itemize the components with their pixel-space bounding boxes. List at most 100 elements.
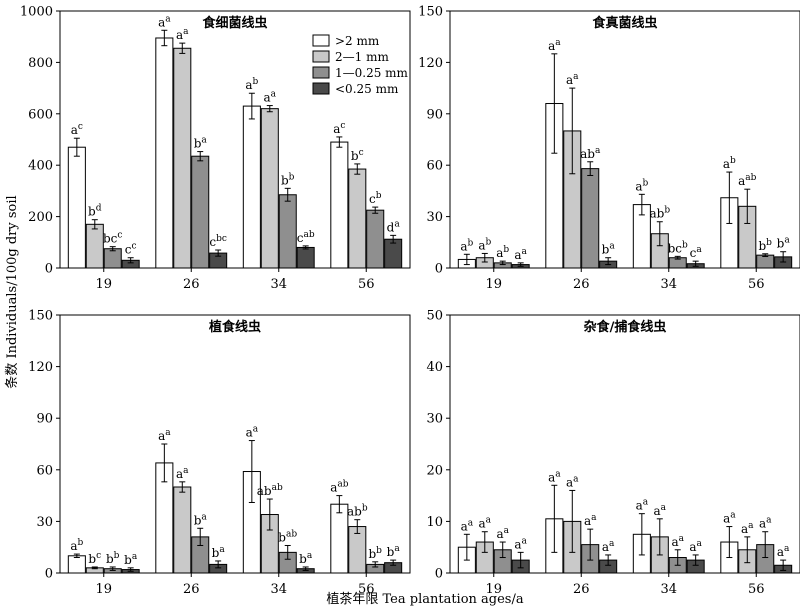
significance-label: bb <box>368 546 382 561</box>
plot-frame <box>59 314 411 574</box>
x-tick-label: 34 <box>270 277 287 292</box>
bar <box>260 108 279 269</box>
significance-label: abb <box>347 504 368 519</box>
x-tick-label: 34 <box>660 277 677 292</box>
legend-label: 1—0.25 mm <box>335 66 409 80</box>
y-tick-label: 0 <box>45 567 53 582</box>
significance-label: aa <box>689 539 702 554</box>
significance-label: aa <box>158 14 171 29</box>
significance-label: aa <box>461 518 474 533</box>
x-tick-label: 26 <box>573 582 590 597</box>
chart-panel-3: 0 30 60 90 120 150 植食线虫 19 26 34 56 ab aa aa aab bc aa ab… <box>28 309 411 597</box>
bar <box>330 503 349 574</box>
bar <box>756 254 775 269</box>
significance-label: ab <box>70 538 83 553</box>
chart-title: 食真菌线虫 <box>592 15 657 31</box>
y-tick-label: 120 <box>28 360 53 375</box>
significance-label: aab <box>738 173 757 188</box>
significance-label: aa <box>654 503 667 518</box>
y-tick-label: 0 <box>435 262 443 277</box>
significance-label: aa <box>723 511 736 526</box>
y-tick-label: 150 <box>28 309 53 324</box>
bar <box>581 168 600 269</box>
bar <box>173 47 192 269</box>
y-tick-label: 800 <box>28 56 53 71</box>
bar <box>366 209 385 269</box>
legend-swatch <box>312 50 330 63</box>
significance-label: aa <box>759 516 772 531</box>
significance-label: ca <box>690 245 703 260</box>
significance-label: ba <box>194 136 208 151</box>
x-tick-label: 26 <box>183 582 200 597</box>
plot-frame <box>449 314 800 574</box>
x-tick-label: 19 <box>95 582 112 597</box>
significance-label: ab <box>496 245 509 260</box>
bar <box>191 155 210 269</box>
significance-label: cbc <box>209 234 227 249</box>
y-axis-label: 条数 Individuals/100g dry soil <box>4 195 20 388</box>
significance-label: bc <box>88 551 101 566</box>
legend-label: >2 mm <box>335 34 380 48</box>
significance-label: aa <box>514 247 527 262</box>
bar <box>155 37 174 269</box>
plot-frame <box>449 10 800 269</box>
y-tick-label: 150 <box>418 5 443 20</box>
significance-label: aa <box>602 539 615 554</box>
significance-label: abab <box>257 483 283 498</box>
bar <box>278 194 297 269</box>
significance-label: bc <box>351 148 364 163</box>
significance-label: ab <box>245 77 258 92</box>
x-tick-label: 19 <box>485 582 502 597</box>
significance-label: bd <box>88 204 102 219</box>
significance-label: ba <box>387 544 401 559</box>
y-tick-label: 20 <box>426 463 443 478</box>
x-tick-label: 56 <box>358 277 375 292</box>
bar <box>330 141 349 269</box>
bar <box>85 223 104 269</box>
significance-label: aa <box>496 526 509 541</box>
bar <box>242 105 261 269</box>
significance-label: ac <box>333 121 345 136</box>
y-tick-label: 30 <box>36 515 53 530</box>
significance-label: cab <box>297 230 315 245</box>
chart-title: 食细菌线虫 <box>202 15 267 31</box>
significance-label: aab <box>330 480 349 495</box>
significance-label: da <box>387 219 401 234</box>
legend: >2 mm 2—1 mm 1—0.25 mm <0.25 mm <box>312 34 409 96</box>
bar <box>67 146 86 269</box>
y-tick-label: 120 <box>418 56 443 71</box>
significance-label: ba <box>212 545 226 560</box>
x-tick-label: 56 <box>748 582 765 597</box>
y-tick-label: 600 <box>28 107 53 122</box>
y-tick-label: 400 <box>28 159 53 174</box>
x-tick-label: 26 <box>183 277 200 292</box>
significance-label: aa <box>777 544 790 559</box>
bar <box>348 168 367 269</box>
significance-label: aa <box>246 425 259 440</box>
y-tick-label: 0 <box>435 567 443 582</box>
y-tick-label: 10 <box>426 515 443 530</box>
significance-label: abb <box>649 206 670 221</box>
y-tick-label: 90 <box>36 412 53 427</box>
significance-label: aa <box>548 469 561 484</box>
significance-label: bcc <box>103 231 122 246</box>
significance-label: bb <box>106 551 120 566</box>
significance-label: aa <box>514 536 527 551</box>
x-axis-label: 植茶年限 Tea plantation ages/a <box>326 591 523 607</box>
legend-swatch <box>312 66 330 79</box>
y-tick-label: 1000 <box>20 5 53 20</box>
y-tick-label: 90 <box>426 107 443 122</box>
y-tick-label: 40 <box>426 360 443 375</box>
significance-label: cc <box>125 242 137 257</box>
plot-frame <box>59 10 411 269</box>
y-tick-label: 60 <box>36 463 53 478</box>
bar <box>296 246 315 269</box>
significance-label: aa <box>584 513 597 528</box>
chart-title: 杂食/捕食线虫 <box>584 319 667 335</box>
x-tick-label: 34 <box>660 582 677 597</box>
